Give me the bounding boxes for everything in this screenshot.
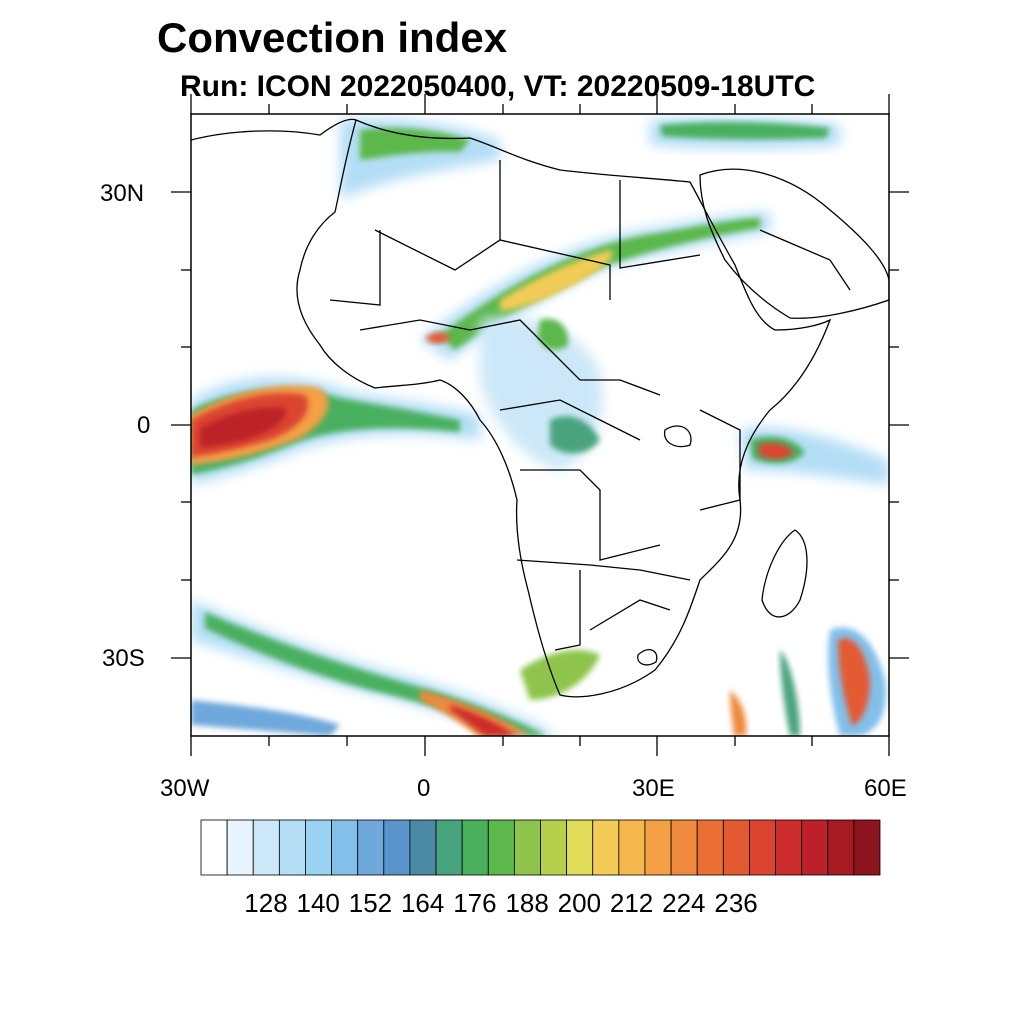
- colorbar-label: 164: [400, 888, 445, 918]
- lon-label-30e: 30E: [632, 775, 675, 802]
- arabia-border: [759, 229, 851, 291]
- sahel-band: [420, 212, 770, 360]
- colorbar-label: 140: [296, 888, 340, 918]
- lon-label-0: 0: [417, 775, 431, 802]
- colorbar-swatch: [383, 819, 411, 876]
- iberia-coast: [191, 118, 357, 141]
- colorbar: [200, 819, 881, 876]
- colorbar-label: 176: [453, 888, 497, 918]
- colorbar-swatch: [618, 819, 646, 876]
- arabian-peninsula: [699, 168, 889, 319]
- colorbar-swatch: [670, 819, 698, 876]
- colorbar-label: 128: [244, 888, 288, 918]
- itcz-atlantic-band: [191, 377, 480, 485]
- southern-border-1: [516, 559, 691, 581]
- lake-victoria: [663, 425, 692, 448]
- colorbar-label: 224: [662, 888, 706, 918]
- lat-label-30n: 30N: [100, 180, 145, 207]
- colorbar-label: 212: [609, 888, 654, 918]
- east-africa-border: [699, 409, 741, 511]
- colorbar-swatch: [644, 819, 672, 876]
- colorbar-swatch: [461, 819, 489, 876]
- colorbar-swatch: [827, 819, 855, 876]
- colorbar-swatch: [487, 819, 515, 876]
- colorbar-label: 188: [505, 888, 549, 918]
- colorbar-swatch: [200, 819, 228, 876]
- colorbar-swatch: [252, 819, 280, 876]
- colorbar-swatch: [749, 819, 776, 876]
- lat-label-30s: 30S: [102, 645, 145, 672]
- lat-label-0: 0: [137, 412, 151, 439]
- colorbar-swatch: [331, 819, 359, 876]
- colorbar-swatch: [853, 819, 881, 876]
- axis-ticks: [171, 94, 909, 756]
- colorbar-swatch: [357, 819, 385, 876]
- central-border-1: [539, 339, 661, 396]
- lon-label-30w: 30W: [160, 775, 210, 802]
- convection-field: [191, 117, 889, 736]
- colorbar-swatch: [226, 819, 254, 876]
- lesotho: [637, 649, 658, 666]
- colorbar-swatch: [592, 819, 620, 876]
- colorbar-swatch: [801, 819, 829, 876]
- madagascar: [761, 529, 808, 618]
- mediterranean-convection: [340, 117, 840, 200]
- indian-ocean-convection: [740, 427, 889, 485]
- colorbar-swatch: [722, 819, 750, 876]
- colorbar-swatch: [566, 819, 594, 876]
- colorbar-swatch: [540, 819, 568, 876]
- colorbar-label: 152: [348, 888, 393, 918]
- colorbar-swatch: [513, 819, 541, 876]
- africa-outline: [191, 118, 889, 698]
- colorbar-swatch: [278, 819, 306, 876]
- central-border-2: [499, 399, 641, 441]
- sahara-border-3: [619, 180, 701, 269]
- colorbar-swatch: [409, 819, 437, 876]
- southern-border-3: [589, 599, 671, 631]
- sahel-border: [329, 230, 381, 306]
- central-africa-convection: [480, 317, 603, 470]
- map-subtitle: Run: ICON 2022050400, VT: 20220509-18UTC: [180, 70, 816, 103]
- lon-label-60e: 60E: [864, 775, 907, 802]
- colorbar-label: 200: [557, 888, 602, 918]
- south-atlantic-band: [191, 600, 600, 736]
- colorbar-swatch: [775, 819, 803, 876]
- colorbar-swatch: [696, 819, 724, 876]
- southern-border-2: [554, 570, 581, 651]
- map-title: Convection index: [157, 14, 508, 61]
- africa-coastline: [296, 119, 832, 698]
- colorbar-swatch: [435, 819, 463, 876]
- colorbar-swatch: [305, 819, 332, 876]
- sw-indian-ocean-convection: [730, 627, 886, 736]
- congo-border: [520, 469, 661, 561]
- colorbar-label: 236: [714, 888, 758, 918]
- west-africa-border: [359, 319, 541, 341]
